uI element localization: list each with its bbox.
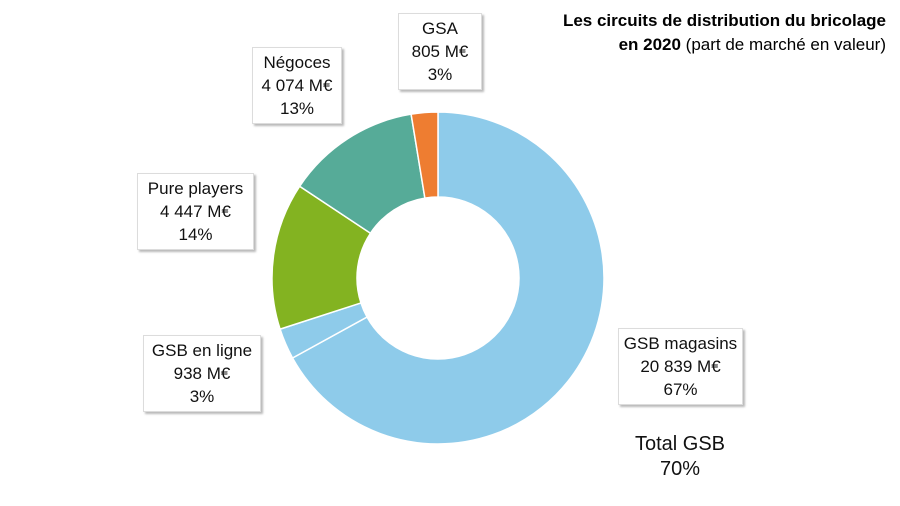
label-value: 4 447 M€: [160, 202, 231, 221]
label-percent: 3%: [427, 65, 453, 84]
label-name: GSB magasins: [623, 334, 738, 353]
total-gsb-annotation: Total GSB 70%: [605, 432, 755, 482]
label-name: GSB en ligne: [151, 341, 253, 360]
donut-slice-gsb-magasins: [291, 111, 605, 445]
title-line-1: Les circuits de distribution du bricolag…: [562, 11, 886, 30]
label-value: 20 839 M€: [640, 357, 721, 376]
label-percent: 67%: [663, 380, 698, 399]
label-name: GSA: [422, 19, 458, 38]
data-label-gsb-magasins: GSB magasins 20 839 M€ 67%: [618, 328, 743, 405]
donut-slice-gsa: [410, 111, 439, 199]
title-subtitle: (part de marché en valeur): [680, 35, 886, 54]
label-percent: 3%: [189, 387, 215, 406]
total-gsb-value: 70%: [659, 458, 701, 480]
title-year: en 2020: [618, 35, 681, 54]
data-label-gsb-en-ligne: GSB en ligne 938 M€ 3%: [143, 335, 261, 412]
total-gsb-label: Total GSB: [634, 433, 726, 455]
label-value: 938 M€: [173, 364, 231, 383]
data-label-gsa: GSA 805 M€ 3%: [398, 13, 482, 90]
label-value: 805 M€: [411, 42, 469, 61]
data-label-pure-players: Pure players 4 447 M€ 14%: [137, 173, 254, 250]
label-percent: 14%: [178, 225, 213, 244]
label-value: 4 074 M€: [261, 76, 333, 95]
label-percent: 13%: [279, 99, 315, 118]
label-name: Pure players: [147, 179, 244, 198]
data-label-negoces: Négoces 4 074 M€ 13%: [252, 47, 342, 124]
label-name: Négoces: [263, 53, 331, 72]
chart-title: Les circuits de distribution du bricolag…: [466, 9, 886, 57]
